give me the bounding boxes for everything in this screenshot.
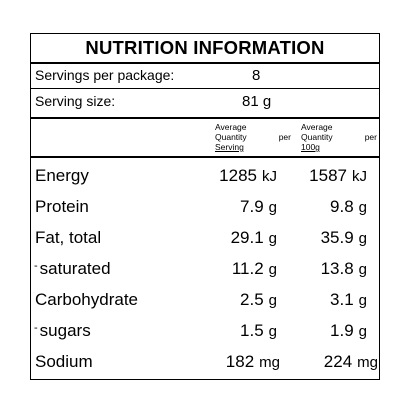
- amount: 1285: [219, 166, 257, 185]
- amount: 2.5: [240, 290, 264, 309]
- column-header-line: Average: [215, 122, 247, 132]
- amount: 1.9: [330, 321, 354, 340]
- unit: g: [358, 199, 367, 216]
- per-100g-value: 224 mg: [324, 352, 378, 372]
- header-divider: [31, 117, 379, 119]
- column-header-line: Quantity: [215, 132, 247, 142]
- servings-per-package-label: Servings per package:: [35, 67, 175, 83]
- unit: g: [268, 199, 277, 216]
- sub-item-dash: -: [34, 260, 38, 272]
- table-row: Sodium 182 mg 224 mg: [31, 348, 379, 379]
- column-header-line: 100g: [301, 142, 320, 152]
- serving-size-value: 81 g: [242, 93, 272, 110]
- amount: 1587: [309, 166, 347, 185]
- per-100g-value: 3.1 g: [330, 290, 367, 310]
- amount: 11.2: [231, 259, 264, 278]
- column-header-line: Serving: [215, 142, 244, 152]
- unit: g: [358, 230, 367, 247]
- table-row: Fat, total 29.1 g 35.9 g: [31, 224, 379, 255]
- nutrient-name: Sodium: [35, 352, 93, 371]
- nutrient-sub-name: - saturated: [34, 259, 111, 279]
- amount: 7.9: [240, 197, 264, 216]
- per-serving-value: 29.1 g: [231, 228, 277, 248]
- sub-item-dash: -: [34, 322, 38, 334]
- per-serving-value: 7.9 g: [240, 197, 277, 217]
- column-header-per-100g: Average Quantity per 100g: [301, 122, 377, 152]
- nutrient-name: Fat, total: [35, 228, 102, 247]
- per-serving-value: 11.2 g: [232, 259, 277, 279]
- amount: 29.1: [230, 228, 264, 247]
- table-row: Protein 7.9 g 9.8 g: [31, 193, 379, 224]
- unit: mg: [259, 354, 280, 371]
- per-100g-value: 13.8 g: [321, 259, 367, 279]
- column-header-line: Quantity: [301, 132, 333, 142]
- amount: 3.1: [330, 290, 354, 309]
- unit: kJ: [352, 168, 367, 185]
- per-serving-value: 182 mg: [226, 352, 280, 372]
- unit: g: [268, 261, 277, 278]
- serving-size-label: Serving size:: [35, 93, 116, 109]
- amount: 13.8: [320, 259, 354, 278]
- per-100g-value: 1587 kJ: [309, 166, 367, 186]
- table-row: Carbohydrate 2.5 g 3.1 g: [31, 286, 379, 317]
- nutrient-name: Energy: [35, 166, 89, 185]
- nutrient-name: Carbohydrate: [35, 290, 139, 309]
- panel-title: NUTRITION INFORMATION: [85, 37, 325, 58]
- per-serving-value: 1285 kJ: [219, 166, 277, 186]
- column-header-line: per: [364, 132, 377, 142]
- servings-divider: [31, 88, 379, 89]
- nutrient-name: saturated: [39, 259, 111, 278]
- per-serving-value: 1.5 g: [240, 321, 277, 341]
- table-row: - sugars 1.5 g 1.9 g: [31, 317, 379, 348]
- unit: g: [268, 292, 277, 309]
- amount: 35.9: [320, 228, 354, 247]
- column-header-line: Average: [301, 122, 333, 132]
- per-100g-value: 9.8 g: [330, 197, 367, 217]
- column-header-line: per: [278, 132, 291, 142]
- unit: g: [358, 292, 367, 309]
- unit: mg: [357, 354, 378, 371]
- title-divider: [31, 62, 379, 64]
- nutrient-name: sugars: [39, 321, 91, 340]
- amount: 9.8: [330, 197, 354, 216]
- table-header-divider: [31, 156, 379, 158]
- nutrition-panel: NUTRITION INFORMATION Servings per packa…: [30, 33, 380, 380]
- nutrient-sub-name: - sugars: [34, 321, 91, 341]
- unit: g: [358, 323, 367, 340]
- unit: g: [268, 230, 277, 247]
- servings-per-package-value: 8: [252, 67, 261, 84]
- table-row: - saturated 11.2 g 13.8 g: [31, 255, 379, 286]
- per-100g-value: 35.9 g: [321, 228, 367, 248]
- amount: 182: [225, 352, 255, 371]
- column-header-per-serving: Average Quantity per Serving: [215, 122, 291, 152]
- unit: g: [268, 323, 277, 340]
- amount: 1.5: [240, 321, 264, 340]
- nutrient-name: Protein: [35, 197, 89, 216]
- unit: kJ: [262, 168, 277, 185]
- table-row: Energy 1285 kJ 1587 kJ: [31, 162, 379, 193]
- per-serving-value: 2.5 g: [240, 290, 277, 310]
- per-100g-value: 1.9 g: [330, 321, 367, 341]
- amount: 224: [323, 352, 353, 371]
- unit: g: [358, 261, 367, 278]
